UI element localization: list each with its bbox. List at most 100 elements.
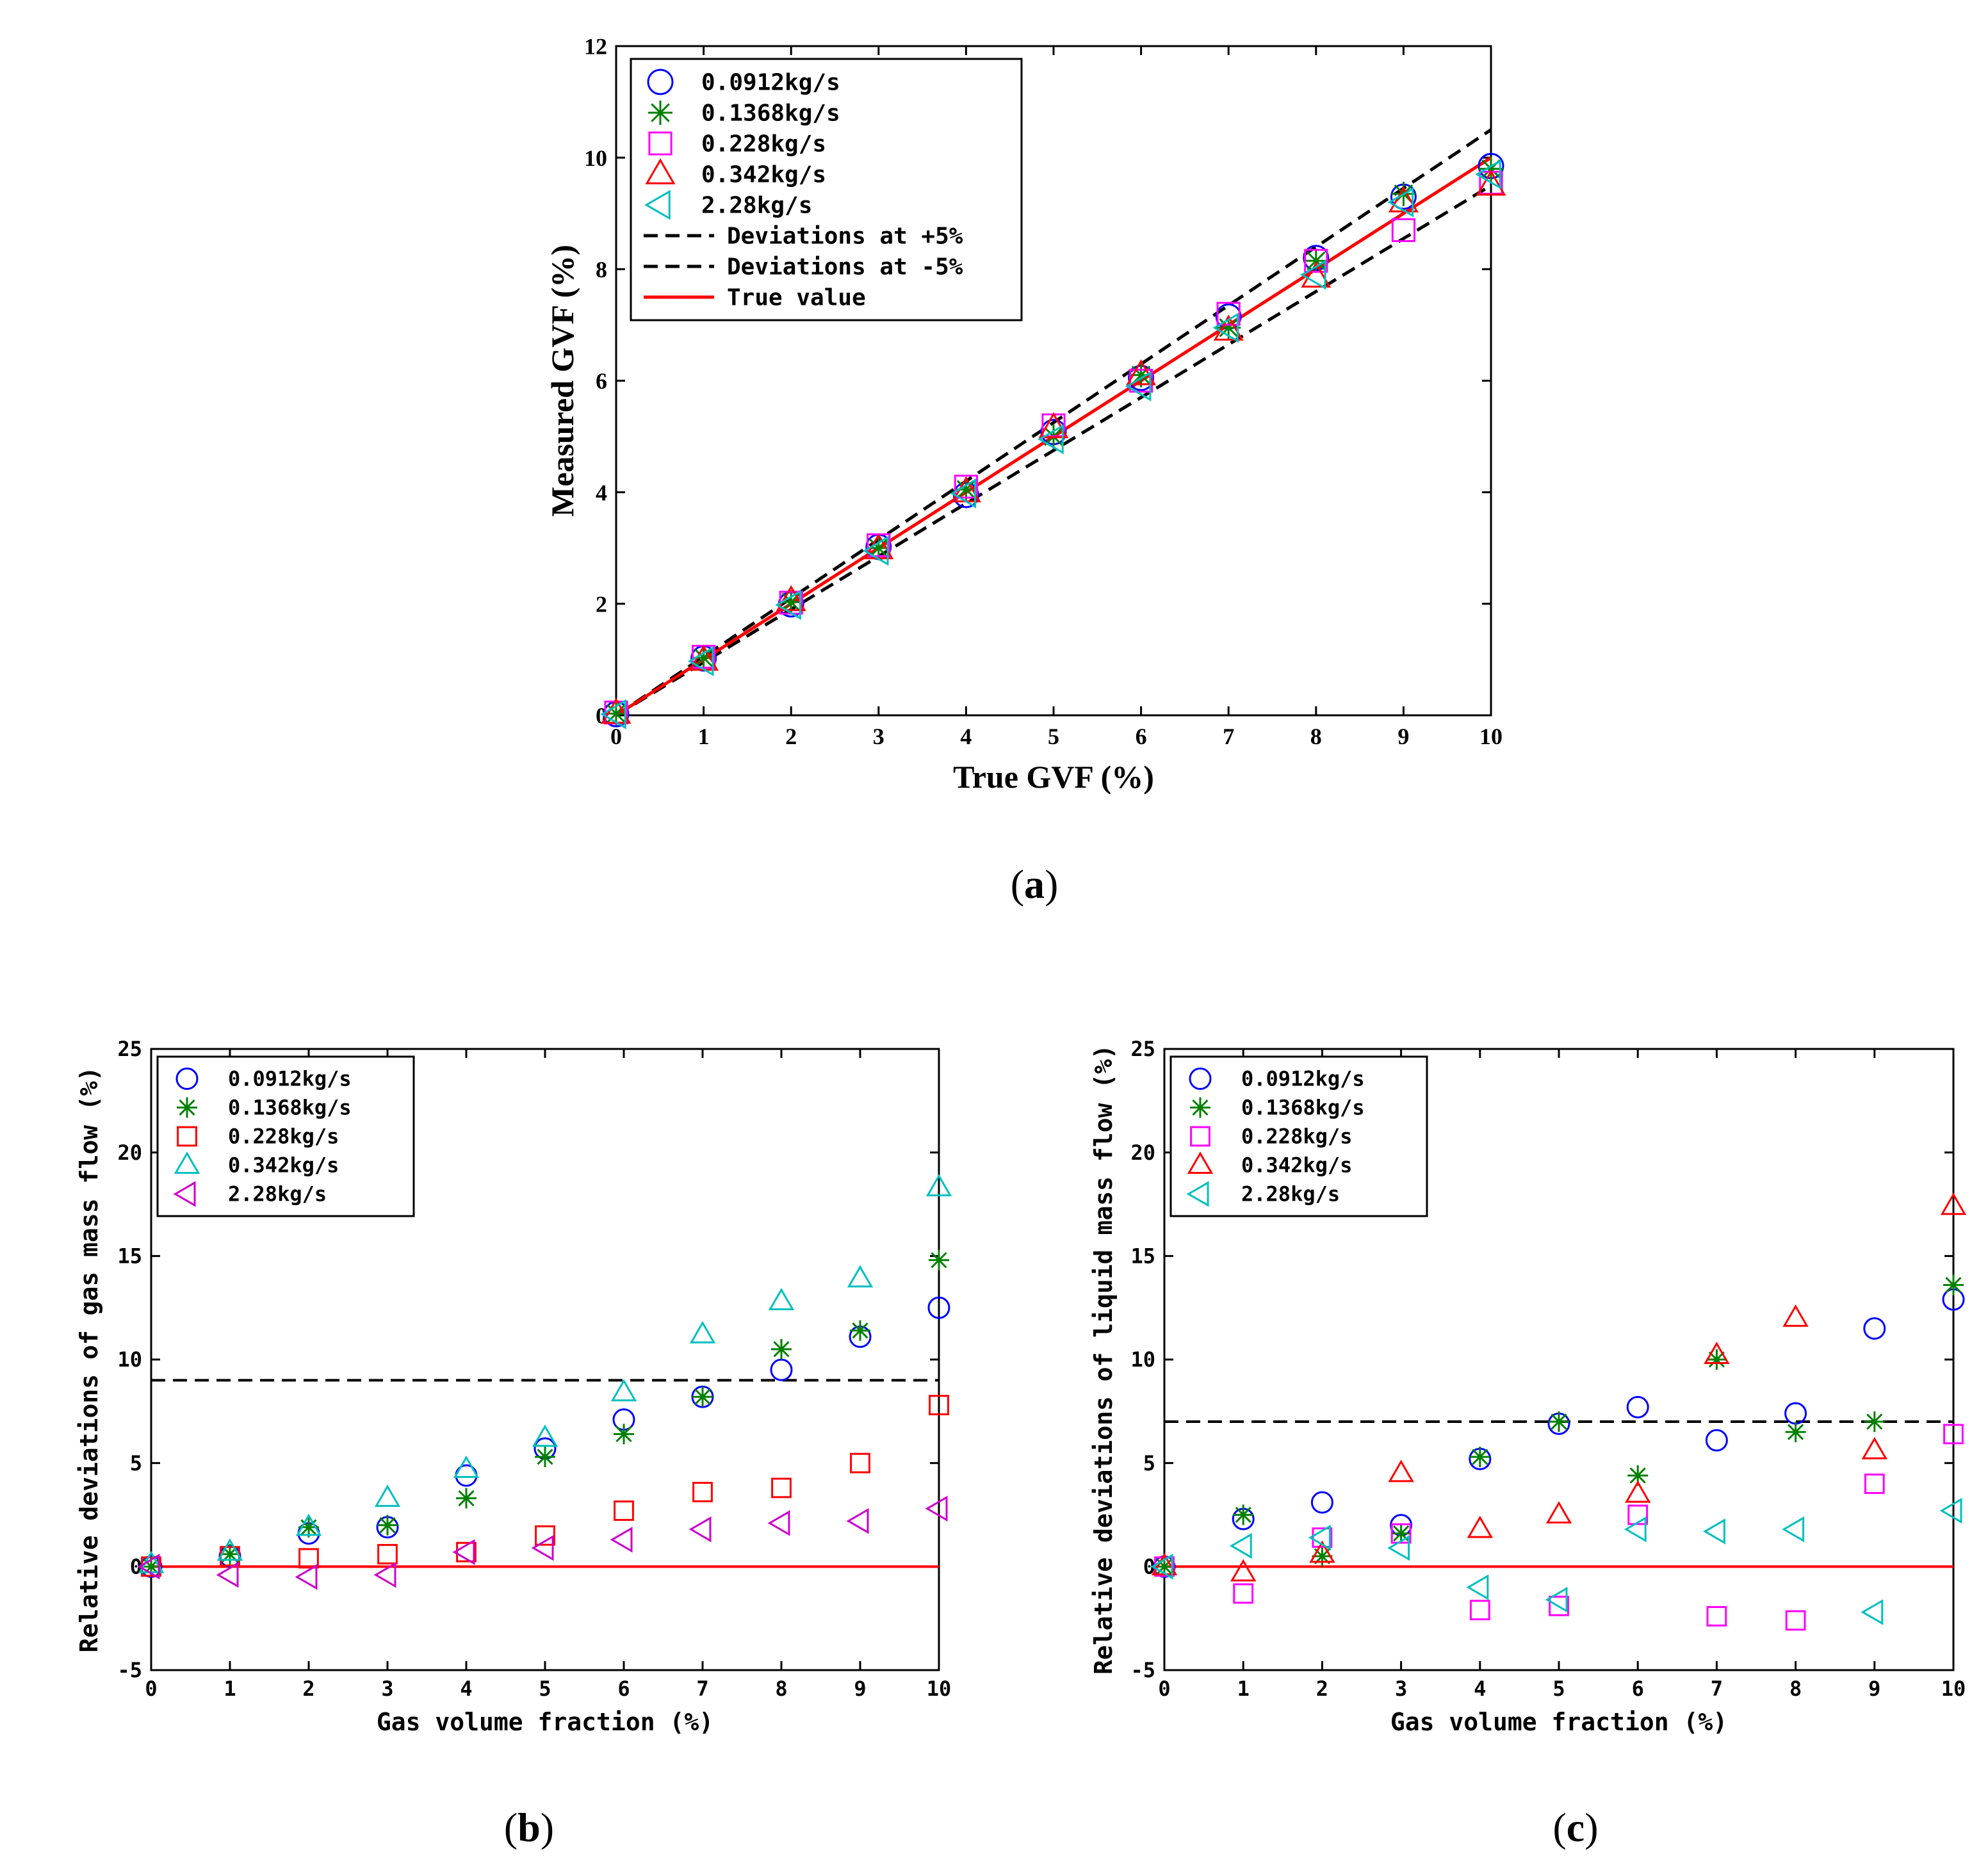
x-tick-label: 1 [698,724,710,749]
chart-panel-c: 0 1 2 3 4 5 6 7 8 9 10-505101520250.0912kg/s0.1368… [1089,1037,1967,1850]
data-point [1864,1474,1885,1494]
x-tick-label: 6 [1632,1677,1644,1701]
data-point [298,1548,319,1569]
legend-marker [1190,1126,1210,1147]
data-point [771,1477,792,1498]
data-point [295,1513,322,1536]
caption-letter: a [1024,861,1045,907]
data-point [1624,1480,1651,1503]
legend-label: 0.0912kg/s [1241,1067,1365,1091]
legend-label: Deviations at -5% [727,254,963,280]
data-point [1388,1459,1414,1482]
legend-marker [648,131,672,156]
legend-marker [1186,1181,1209,1207]
data-point [216,1538,243,1561]
data-point [1863,1317,1886,1340]
legend-marker [644,190,671,220]
data-point [604,701,628,726]
x-tick-label: 7 [696,1677,708,1701]
data-point [1475,159,1501,190]
y-tick-label: 10 [584,145,607,171]
legend: 0.0912kg/s 0.1368kg/s 0.228kg/s 0.342kg/s 2.… [1169,1055,1428,1217]
legend-label: 0.228kg/s [701,131,826,158]
data-point [1479,156,1503,181]
x-tick-label: 1 [1237,1677,1250,1701]
legend-label: 2.28kg/s [1241,1182,1340,1206]
data-point [1312,1527,1333,1548]
data-point [767,1510,790,1536]
x-tick-label: 10 [927,1677,952,1701]
panel-caption: (c) [1552,1805,1598,1850]
data-point [1706,1349,1727,1370]
data-point [770,1358,793,1381]
data-point [373,1562,396,1588]
legend-marker [645,158,676,184]
legend-marker [647,69,674,95]
y-tick-label: -5 [1130,1658,1155,1682]
chart-panel-a: 0 1 2 3 4 5 6 7 8 9 100246810120.0912kg/s0.1368kg/… [544,34,1506,907]
series-0.228kg/s [1154,1424,1964,1631]
data-point [1939,1497,1962,1524]
chart-panel-b: 0 1 2 3 4 5 6 7 8 9 10-505101520250.0912kg/s0.1368… [75,1037,952,1850]
x-tick-label: 5 [539,1677,551,1701]
legend-label: 0.228kg/s [1241,1125,1352,1149]
data-point [456,1541,477,1563]
data-point [1303,248,1328,273]
data-point [1785,1610,1806,1631]
data-point [850,1452,870,1474]
data-point [1308,1524,1331,1551]
data-point [768,1288,795,1310]
x-tick-label: 10 [1479,724,1503,749]
data-point [776,585,806,612]
data-point [850,1320,870,1341]
data-point [1213,314,1244,341]
data-point [1469,1446,1490,1467]
data-point [929,1249,949,1271]
data-point [1861,1599,1884,1625]
data-point [1785,1422,1806,1443]
data-point [1387,187,1414,218]
data-point [1387,1535,1410,1561]
data-point [1216,315,1241,340]
data-point [614,1500,634,1521]
data-point [141,1556,161,1577]
data-point [1216,302,1241,326]
x-tick-label: 4 [1474,1677,1486,1701]
data-point [1549,1595,1569,1616]
x-tick-label: 6 [1136,724,1147,749]
data-point [377,1515,398,1536]
x-tick-label: 8 [1310,724,1322,749]
data-point [1704,1342,1730,1365]
legend-box [156,1055,415,1217]
x-tick-label: 3 [381,1677,393,1701]
data-point [610,1527,633,1553]
x-tick-label: 5 [1048,724,1059,749]
caption-letter: b [517,1805,541,1850]
data-point [847,1265,874,1288]
data-point [1626,1395,1649,1418]
y-tick-label: 8 [596,257,607,282]
data-point [687,646,714,677]
x-tick-label: 9 [1868,1677,1880,1701]
y-axis-title: Relative deviations of liquid mass flow … [1089,1044,1118,1675]
data-point [532,1424,558,1447]
data-point [1940,1192,1967,1215]
x-axis-title: Gas volume fraction (%) [377,1708,713,1736]
data-point [927,1296,950,1319]
data-point [1310,1491,1333,1514]
x-tick-label: 4 [460,1677,472,1701]
data-point [954,477,979,502]
reference-lines [151,1379,939,1568]
series-2.28kg/s [600,159,1501,729]
y-tick-label: 2 [596,591,607,617]
x-tick-label: 6 [617,1677,630,1701]
deviation-line [615,128,1492,717]
data-point [1545,1501,1572,1523]
caption-close: ) [1585,1805,1598,1850]
data-point [775,590,801,621]
x-tick-label: 7 [1223,724,1234,749]
legend-label: 0.0912kg/s [228,1067,352,1091]
x-tick-label: 0 [145,1677,157,1701]
data-point [600,699,626,729]
data-point [1549,1411,1569,1432]
